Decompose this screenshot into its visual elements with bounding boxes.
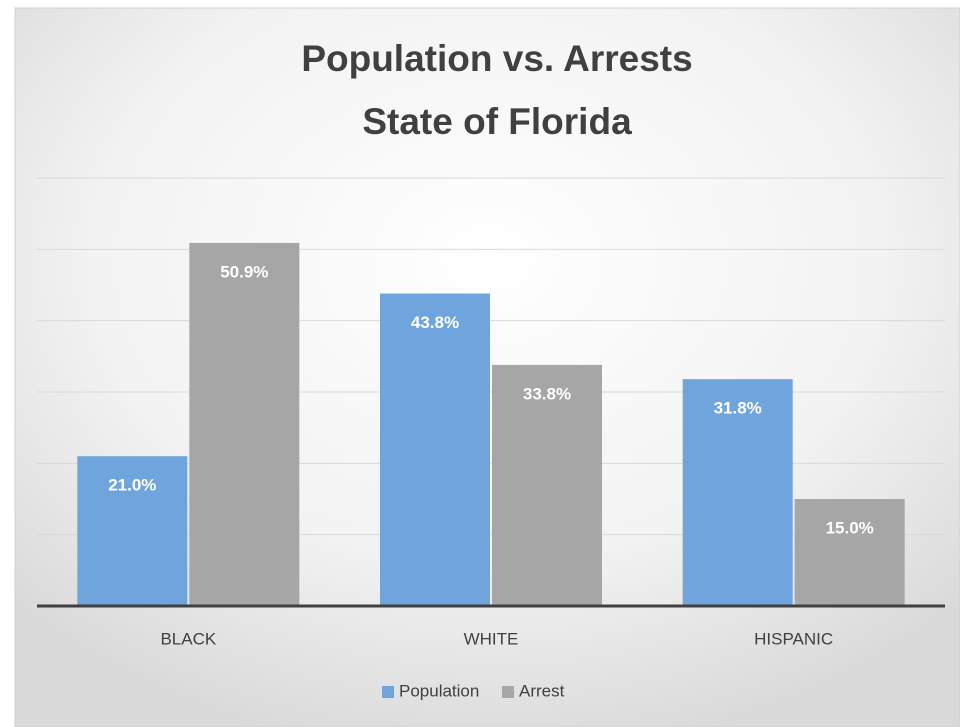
bar: [380, 293, 490, 606]
x-tick-label: HISPANIC: [754, 629, 833, 648]
x-tick-label: BLACK: [160, 629, 216, 648]
bar: [189, 242, 300, 606]
bar: [794, 499, 905, 606]
data-label: 43.8%: [411, 313, 459, 332]
chart-title: Population vs. Arrests: [301, 38, 692, 79]
chart-subtitle: State of Florida: [362, 101, 632, 142]
data-label: 15.0%: [826, 518, 874, 537]
legend-label: Population: [399, 681, 479, 700]
data-label: 21.0%: [108, 476, 156, 495]
data-label: 33.8%: [523, 384, 571, 403]
data-label: 31.8%: [714, 399, 762, 418]
data-label: 50.9%: [220, 262, 268, 281]
x-tick-label: WHITE: [464, 629, 519, 648]
legend-swatch: [382, 686, 394, 698]
bar: [492, 364, 602, 606]
bar: [682, 379, 793, 606]
legend-label: Arrest: [519, 681, 565, 700]
legend-swatch: [502, 686, 514, 698]
bar: [77, 456, 188, 606]
